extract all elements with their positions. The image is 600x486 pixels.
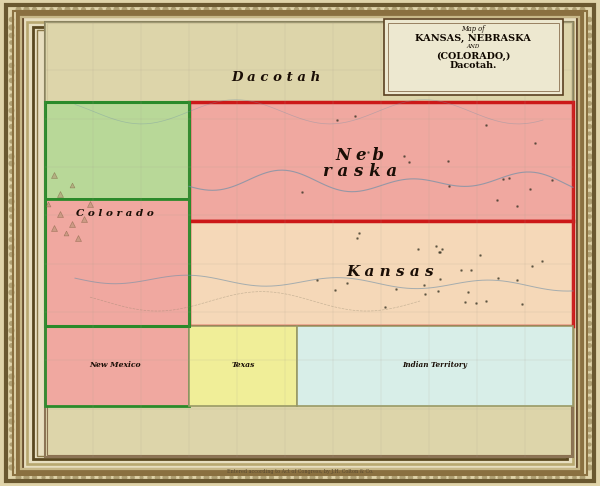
- Text: Texas: Texas: [232, 362, 255, 369]
- Text: (COLORADO,): (COLORADO,): [436, 52, 511, 61]
- Bar: [47, 23, 571, 455]
- Bar: [39, 32, 561, 454]
- Text: New Mexico: New Mexico: [89, 362, 141, 369]
- Text: Entered according to Act of Congress, by J.H. Colton & Co.: Entered according to Act of Congress, by…: [227, 469, 373, 474]
- Text: Indian Territory: Indian Territory: [403, 362, 467, 369]
- Bar: [45, 102, 189, 326]
- Bar: [45, 22, 573, 102]
- Text: C o l o r a d o: C o l o r a d o: [76, 209, 154, 218]
- Text: r a s k a: r a s k a: [323, 163, 397, 179]
- Text: Dacotah.: Dacotah.: [450, 61, 497, 69]
- Text: N e b: N e b: [335, 147, 385, 164]
- Bar: [384, 19, 563, 95]
- Bar: [45, 22, 573, 457]
- Bar: [33, 27, 567, 459]
- Text: KANSAS, NEBRASKA: KANSAS, NEBRASKA: [415, 35, 532, 43]
- Bar: [45, 102, 189, 199]
- Bar: [37, 30, 563, 456]
- Bar: [45, 326, 189, 406]
- Text: D a c o t a h: D a c o t a h: [232, 71, 320, 84]
- Bar: [189, 221, 573, 326]
- Bar: [33, 27, 567, 459]
- Text: AND: AND: [467, 44, 480, 49]
- Text: Map of: Map of: [461, 25, 485, 33]
- Bar: [297, 326, 573, 406]
- Text: K a n s a s: K a n s a s: [346, 265, 434, 279]
- Bar: [388, 23, 559, 91]
- Bar: [189, 326, 297, 406]
- Bar: [45, 199, 189, 326]
- Bar: [189, 102, 573, 221]
